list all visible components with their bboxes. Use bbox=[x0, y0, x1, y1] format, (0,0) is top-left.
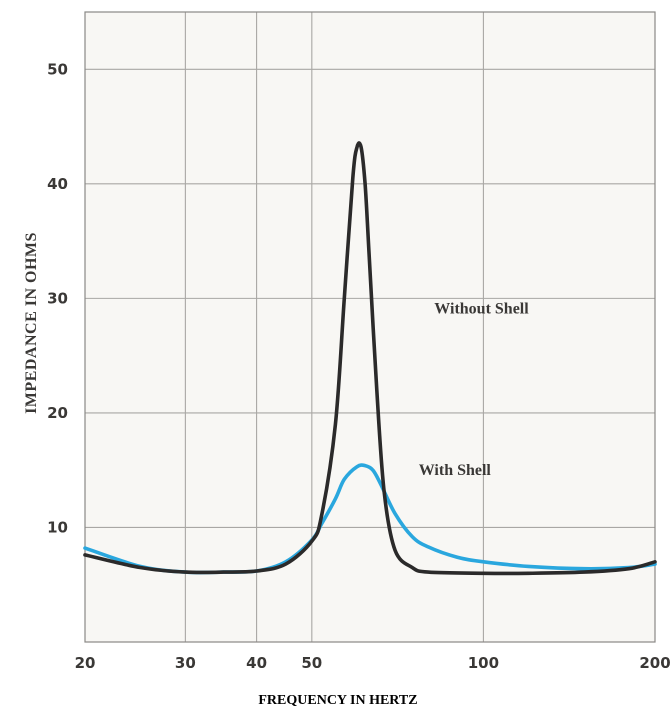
tick-labels: 20 30 40 50 100 200 10 20 30 40 50 bbox=[47, 60, 671, 672]
series-line-without-shell bbox=[83, 141, 657, 576]
x-tick-label: 200 bbox=[639, 654, 670, 672]
y-tick-label: 10 bbox=[47, 518, 68, 536]
grid-lines bbox=[85, 12, 655, 642]
y-axis-title: IMPEDANCE IN OHMS bbox=[23, 232, 40, 414]
y-tick-label: 20 bbox=[47, 404, 68, 422]
series-lines bbox=[83, 141, 657, 576]
x-tick-label: 50 bbox=[301, 654, 322, 672]
annotations: Without Shell With Shell bbox=[419, 300, 530, 479]
annotation-without-shell: Without Shell bbox=[434, 300, 529, 317]
annotation-with-shell: With Shell bbox=[419, 462, 492, 479]
x-tick-label: 40 bbox=[246, 654, 267, 672]
x-tick-label: 30 bbox=[175, 654, 196, 672]
y-tick-label: 30 bbox=[47, 289, 68, 307]
plot-frame bbox=[84, 11, 656, 643]
x-axis-title: FREQUENCY IN HERTZ bbox=[258, 693, 417, 708]
y-tick-label: 50 bbox=[47, 60, 68, 78]
plot-background bbox=[85, 12, 655, 642]
x-tick-label: 20 bbox=[75, 654, 96, 672]
x-tick-label: 100 bbox=[468, 654, 499, 672]
y-tick-label: 40 bbox=[47, 175, 68, 193]
